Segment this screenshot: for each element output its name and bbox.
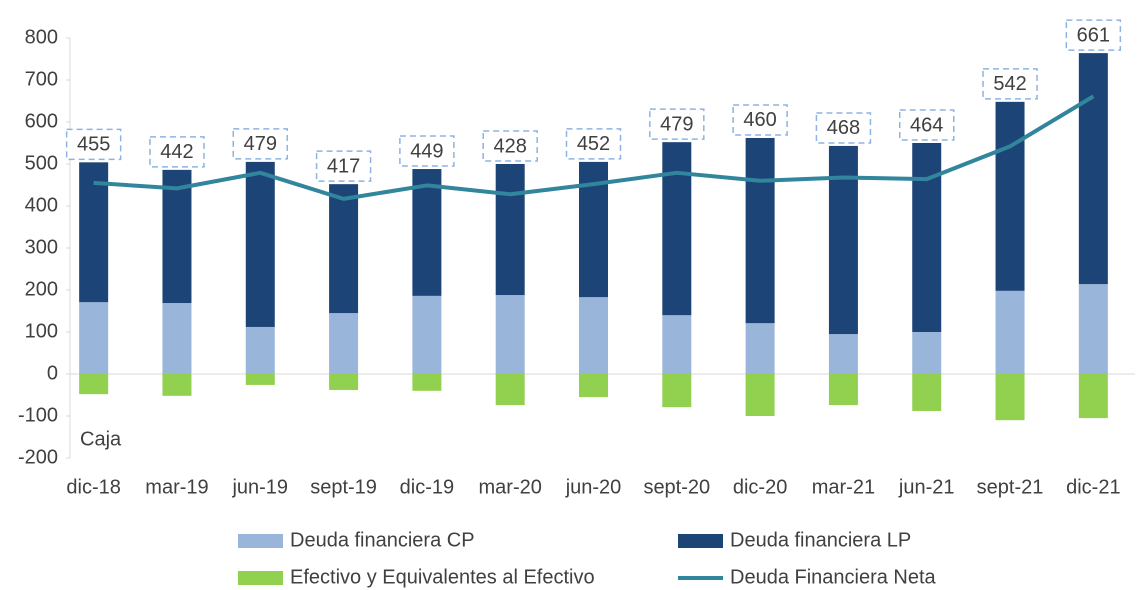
bar (162, 374, 192, 396)
bar (329, 374, 359, 390)
legend-label: Deuda financiera LP (730, 529, 911, 551)
x-tick-label: mar-19 (145, 476, 208, 498)
x-tick-label: mar-21 (812, 476, 875, 498)
data-label-box (482, 130, 538, 162)
bar (912, 332, 942, 374)
bar (662, 374, 692, 408)
x-tick-label: dic-20 (733, 476, 787, 498)
data-label: 460 (743, 109, 776, 131)
data-label: 479 (660, 113, 693, 135)
data-label: 452 (577, 133, 610, 155)
bar (1078, 374, 1108, 419)
legend-label: Deuda Financiera Neta (730, 566, 937, 588)
data-label-box (315, 150, 372, 182)
bar (995, 374, 1025, 421)
x-tick-label: sept-19 (310, 476, 377, 498)
x-tick-label: dic-21 (1066, 476, 1120, 498)
bar (828, 374, 858, 406)
bar (579, 374, 608, 398)
legend-label: Efectivo y Equivalentes al Efectivo (290, 566, 595, 588)
bar (495, 374, 525, 406)
y-tick-label: 500 (25, 152, 58, 174)
x-tick-label: jun-19 (231, 476, 288, 498)
y-tick-label: 700 (25, 68, 58, 90)
y-tick-label: 100 (25, 320, 58, 342)
y-tick-label: -100 (18, 404, 58, 426)
data-label-box (815, 112, 872, 144)
bar (495, 295, 525, 374)
data-label: 468 (827, 117, 860, 139)
data-label: 661 (1077, 24, 1110, 46)
data-label: 417 (327, 155, 360, 177)
y-tick-label: 600 (25, 110, 58, 132)
data-label-box (898, 109, 955, 141)
bar (662, 142, 692, 316)
bar (245, 326, 275, 374)
data-label-box (732, 104, 788, 136)
legend-label: Deuda financiera CP (290, 529, 475, 551)
y-tick-label: 400 (25, 194, 58, 216)
y-tick-label: 200 (25, 278, 58, 300)
bar (162, 303, 192, 374)
legend-swatch (238, 534, 283, 548)
data-label: 464 (910, 114, 943, 136)
y-tick-label: 800 (25, 26, 58, 48)
bar (662, 315, 692, 374)
data-label: 542 (993, 73, 1026, 95)
bar (745, 323, 775, 374)
bar (329, 313, 359, 374)
data-label-box (565, 128, 622, 160)
bar (412, 169, 442, 296)
bar (745, 374, 775, 416)
bar (1078, 284, 1108, 374)
y-tick-label: 300 (25, 236, 58, 258)
data-label-box (65, 128, 122, 161)
bar (1078, 53, 1108, 285)
bar (245, 374, 275, 385)
bar (79, 302, 109, 374)
x-tick-label: dic-19 (400, 476, 454, 498)
bar (912, 374, 942, 411)
x-tick-label: mar-20 (479, 476, 542, 498)
bar (579, 297, 608, 374)
y-tick-label: 0 (47, 362, 58, 384)
bar (245, 161, 275, 327)
y-tick-label: -200 (18, 446, 58, 468)
data-label-box (1065, 19, 1122, 51)
bar (79, 374, 109, 395)
annotation: Caja (80, 428, 122, 450)
data-label: 449 (410, 140, 443, 162)
legend-swatch (678, 534, 723, 548)
bar (995, 290, 1025, 374)
data-label-box (982, 68, 1038, 100)
bar (79, 162, 109, 303)
data-label-box (649, 108, 705, 140)
x-tick-label: jun-20 (565, 476, 622, 498)
x-tick-label: sept-20 (643, 476, 710, 498)
data-label: 428 (494, 135, 527, 157)
x-tick-label: dic-18 (66, 476, 120, 498)
bar (828, 145, 858, 335)
bar (162, 169, 192, 304)
bar (912, 143, 942, 332)
data-label: 479 (244, 133, 277, 155)
bar (828, 334, 858, 374)
data-label: 455 (77, 134, 110, 156)
bar (495, 164, 525, 296)
data-label: 442 (160, 141, 193, 163)
bar (412, 374, 442, 391)
data-label-box (232, 128, 289, 160)
line (93, 94, 1095, 201)
legend-swatch (238, 571, 283, 585)
bar (329, 184, 359, 314)
x-tick-label: sept-21 (977, 476, 1044, 498)
bar (412, 295, 442, 374)
bar (995, 101, 1025, 291)
data-label-box (149, 136, 205, 168)
data-label-box (399, 135, 455, 167)
x-tick-label: jun-21 (898, 476, 955, 498)
bar (745, 137, 775, 324)
